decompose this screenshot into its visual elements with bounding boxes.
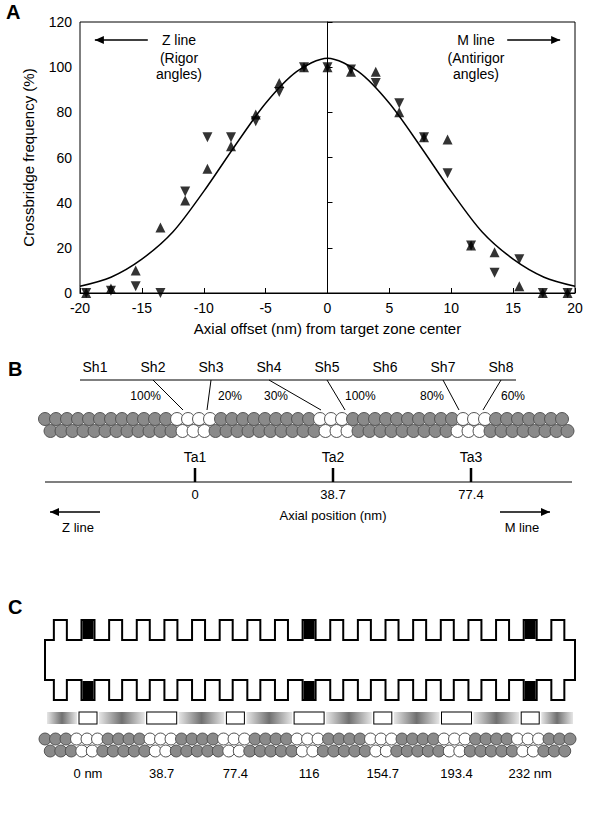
svg-text:A: A xyxy=(6,1,20,23)
svg-text:Ta3: Ta3 xyxy=(460,449,483,465)
svg-text:angles): angles) xyxy=(156,66,202,82)
svg-text:116: 116 xyxy=(299,766,320,781)
svg-text:60%: 60% xyxy=(501,389,525,403)
svg-text:80: 80 xyxy=(56,104,72,120)
svg-text:Sh7: Sh7 xyxy=(431,359,456,375)
svg-text:Sh2: Sh2 xyxy=(141,359,166,375)
svg-text:angles): angles) xyxy=(453,66,499,82)
svg-text:Z line: Z line xyxy=(62,520,94,535)
svg-text:Sh3: Sh3 xyxy=(199,359,224,375)
svg-text:38.7: 38.7 xyxy=(320,487,345,502)
svg-text:20: 20 xyxy=(56,240,72,256)
svg-text:0: 0 xyxy=(64,285,72,301)
svg-text:20: 20 xyxy=(567,300,583,316)
svg-text:0: 0 xyxy=(191,487,198,502)
svg-text:0: 0 xyxy=(324,300,332,316)
svg-text:20%: 20% xyxy=(218,389,242,403)
svg-text:-15: -15 xyxy=(132,300,152,316)
svg-text:Ta2: Ta2 xyxy=(322,449,345,465)
svg-text:-20: -20 xyxy=(70,300,90,316)
svg-text:38.7: 38.7 xyxy=(149,766,174,781)
svg-text:193.4: 193.4 xyxy=(440,766,473,781)
svg-text:Sh8: Sh8 xyxy=(489,359,514,375)
svg-text:10: 10 xyxy=(443,300,459,316)
svg-text:77.4: 77.4 xyxy=(223,766,248,781)
svg-text:B: B xyxy=(8,358,22,380)
svg-text:80%: 80% xyxy=(420,389,444,403)
svg-text:(Rigor: (Rigor xyxy=(160,50,198,66)
svg-text:100: 100 xyxy=(49,59,73,75)
svg-text:100%: 100% xyxy=(345,389,376,403)
svg-text:Axial position (nm): Axial position (nm) xyxy=(280,508,387,523)
svg-text:-10: -10 xyxy=(194,300,214,316)
svg-text:(Antirigor: (Antirigor xyxy=(448,50,505,66)
svg-text:Z line: Z line xyxy=(162,32,196,48)
svg-text:C: C xyxy=(8,596,22,618)
svg-text:Sh1: Sh1 xyxy=(83,359,108,375)
svg-text:Sh6: Sh6 xyxy=(373,359,398,375)
svg-text:5: 5 xyxy=(385,300,393,316)
svg-text:M line: M line xyxy=(505,520,540,535)
svg-text:Ta1: Ta1 xyxy=(184,449,207,465)
svg-text:0 nm: 0 nm xyxy=(74,766,103,781)
svg-text:-5: -5 xyxy=(259,300,272,316)
svg-text:15: 15 xyxy=(505,300,521,316)
svg-text:30%: 30% xyxy=(264,389,288,403)
svg-text:100%: 100% xyxy=(130,389,161,403)
svg-text:Crossbridge frequency (%): Crossbridge frequency (%) xyxy=(20,68,37,246)
svg-text:Sh5: Sh5 xyxy=(315,359,340,375)
svg-text:120: 120 xyxy=(49,14,73,30)
svg-text:154.7: 154.7 xyxy=(367,766,400,781)
svg-text:M line: M line xyxy=(457,32,495,48)
svg-text:40: 40 xyxy=(56,195,72,211)
svg-text:60: 60 xyxy=(56,150,72,166)
svg-text:Sh4: Sh4 xyxy=(257,359,282,375)
svg-text:Axial offset (nm) from target: Axial offset (nm) from target zone cente… xyxy=(194,320,461,337)
svg-text:77.4: 77.4 xyxy=(458,487,483,502)
svg-text:232 nm: 232 nm xyxy=(509,766,552,781)
